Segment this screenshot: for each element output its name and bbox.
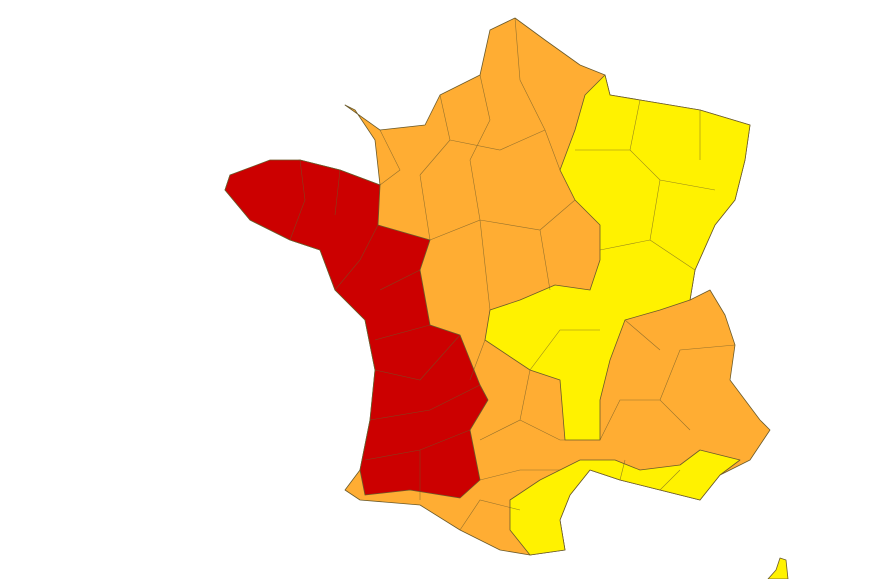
department-borders	[289, 17, 736, 531]
corsica-yellow-zone[interactable]	[767, 557, 789, 579]
yellow-alert-zone-south[interactable]	[509, 449, 741, 556]
yellow-alert-zone-northeast[interactable]	[484, 74, 751, 441]
